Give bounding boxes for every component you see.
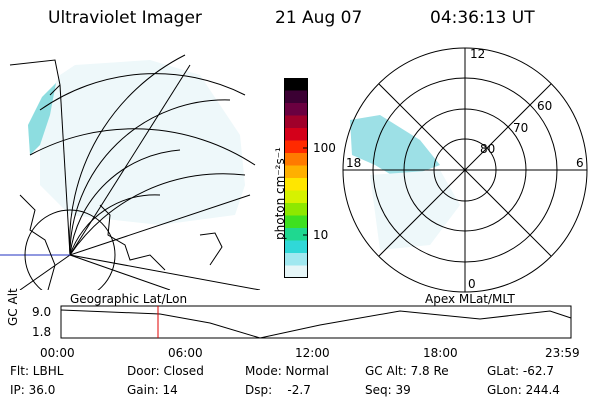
timeline-xtick-0: 00:00 [40,346,75,360]
geographic-map [0,54,261,290]
info-flt: Flt: LBHL [10,364,64,378]
polar-plot: 12 60 70 80 18 6 0 [342,47,588,293]
info-glon: GLon: 244.4 [487,383,560,397]
polar-aurora [350,115,440,180]
timeline-xtick-4: 23:59 [545,346,580,360]
polar-label-80: 80 [480,142,495,156]
timeline-left-label: Geographic Lat/Lon [70,292,188,306]
colorbar-band [284,178,308,191]
colorbar-band [284,265,308,278]
polar-label-0: 0 [468,277,476,291]
colorbar-band [284,153,308,166]
altitude-timeline [60,305,572,339]
aurora-arc [28,83,56,155]
app-title: Ultraviolet Imager [48,8,202,28]
polar-label-70: 70 [513,121,528,135]
colorbar-band [284,253,308,266]
polar-label-12: 12 [470,47,485,61]
timeline-ytick-low: 1.8 [32,325,52,339]
colorbar-band [284,140,308,154]
timeline-xtick-1: 06:00 [168,346,203,360]
timeline-axis-title: GC Alt [6,288,20,326]
info-mode: Mode: Normal [245,364,329,378]
colorbar-band [284,90,308,104]
timeline-xtick-3: 18:00 [423,346,458,360]
polar-label-60: 60 [537,99,552,113]
colorbar-unit-label: photon cm⁻²s⁻¹ [273,147,287,240]
colorbar-tick-10: 10 [313,228,329,242]
colorbar-band [284,240,308,254]
colorbar-band [284,228,308,241]
colorbar-band [284,128,308,141]
timeline-ytick-high: 9.0 [32,305,52,319]
info-gc-alt: GC Alt: 7.8 Re [365,364,449,378]
polar-label-18: 18 [346,156,361,170]
colorbar-band [284,115,308,129]
colorbar-band [284,78,308,91]
date-label: 21 Aug 07 [275,8,363,28]
colorbar-tick-100: 100 [313,141,336,155]
info-gain: Gain: 14 [127,383,178,397]
colorbar-band [284,165,308,179]
info-seq: Seq: 39 [365,383,411,397]
polar-label-6: 6 [576,156,584,170]
colorbar-band [284,190,308,204]
info-door: Door: Closed [127,364,204,378]
info-ip: IP: 36.0 [10,383,56,397]
colorbar-band [284,203,308,216]
timeline-right-label: Apex MLat/MLT [425,292,515,306]
info-glat: GLat: -62.7 [487,364,554,378]
time-label: 04:36:13 UT [430,8,535,28]
timeline-xtick-2: 12:00 [295,346,330,360]
colorbar-band [284,215,308,229]
info-dsp: Dsp: -2.7 [245,383,311,397]
colorbar [284,78,308,278]
colorbar-band [284,103,308,116]
